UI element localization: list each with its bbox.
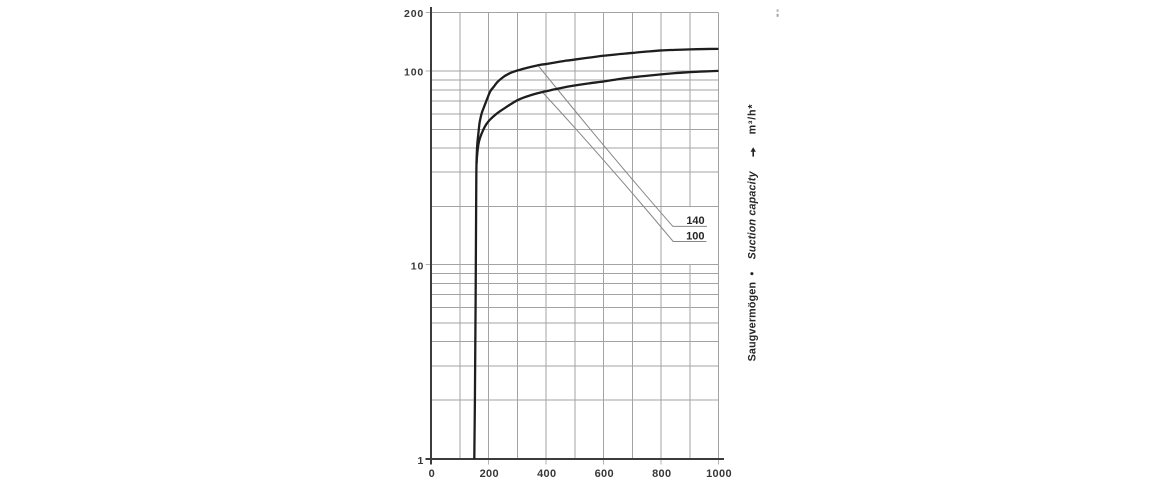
svg-text:Saugvermögen•Suction capacitym: Saugvermögen•Suction capacitym³/h* bbox=[747, 104, 759, 362]
svg-text:100: 100 bbox=[686, 231, 704, 243]
svg-text:600: 600 bbox=[595, 468, 614, 480]
svg-text:140: 140 bbox=[686, 215, 704, 227]
svg-text:200: 200 bbox=[480, 468, 499, 480]
svg-text:200: 200 bbox=[404, 8, 424, 20]
svg-text:0: 0 bbox=[429, 468, 435, 480]
svg-text:400: 400 bbox=[537, 468, 556, 480]
svg-text:10: 10 bbox=[411, 260, 424, 272]
svg-text:800: 800 bbox=[652, 468, 671, 480]
svg-text:100: 100 bbox=[404, 67, 424, 79]
svg-text:1: 1 bbox=[417, 455, 424, 467]
svg-text:1000: 1000 bbox=[706, 468, 732, 480]
